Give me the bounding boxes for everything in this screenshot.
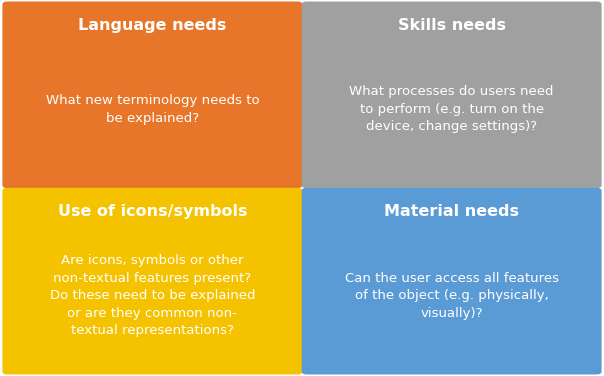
Text: Use of icons/symbols: Use of icons/symbols (57, 204, 247, 219)
FancyBboxPatch shape (301, 188, 602, 374)
Text: Material needs: Material needs (384, 204, 519, 219)
FancyBboxPatch shape (301, 2, 602, 188)
Text: What new terminology needs to
be explained?: What new terminology needs to be explain… (45, 94, 259, 124)
FancyBboxPatch shape (2, 2, 302, 188)
Text: Skills needs: Skills needs (397, 18, 506, 33)
Text: Are icons, symbols or other
non-textual features present?
Do these need to be ex: Are icons, symbols or other non-textual … (50, 254, 255, 337)
Text: Language needs: Language needs (78, 18, 226, 33)
Text: What processes do users need
to perform (e.g. turn on the
device, change setting: What processes do users need to perform … (349, 85, 554, 133)
FancyBboxPatch shape (2, 188, 302, 374)
Text: Can the user access all features
of the object (e.g. physically,
visually)?: Can the user access all features of the … (345, 271, 559, 320)
